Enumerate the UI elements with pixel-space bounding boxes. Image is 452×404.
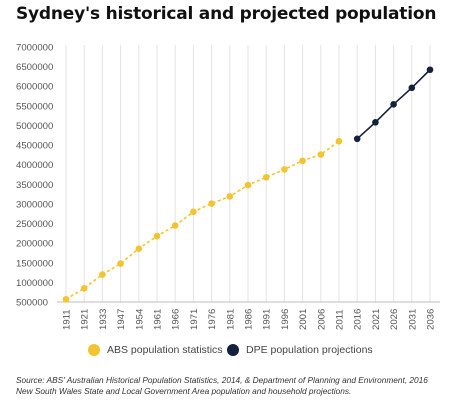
data-point-abs-1933 [99, 271, 106, 278]
data-point-dpe-2021 [372, 119, 379, 126]
x-tick-label-1961: 1961 [153, 309, 164, 330]
x-tick-label-1996: 1996 [280, 309, 291, 330]
y-tick-label-1000000: 1000000 [16, 278, 53, 289]
data-point-abs-1911 [62, 295, 70, 303]
legend-item-abs: ABS population statistics [88, 344, 223, 356]
data-point-abs-1996 [281, 166, 288, 173]
y-tick-label-2000000: 2000000 [16, 239, 53, 250]
x-tick-label-2036: 2036 [426, 309, 437, 330]
legend-label-abs: ABS population statistics [107, 344, 223, 356]
series-line-abs [65, 140, 340, 300]
x-tick-label-1976: 1976 [207, 309, 218, 330]
data-point-abs-1947 [117, 260, 124, 267]
data-point-abs-2006 [317, 151, 325, 158]
legend-label-dpe: DPE population projections [246, 344, 373, 356]
y-tick-label-7000000: 7000000 [16, 43, 53, 54]
x-tick-label-1971: 1971 [189, 309, 200, 330]
y-tick-label-6500000: 6500000 [16, 62, 53, 73]
x-tick-label-1954: 1954 [134, 308, 145, 330]
data-point-abs-1971 [190, 208, 197, 216]
legend-item-dpe: DPE population projections [227, 344, 373, 356]
data-point-abs-1921 [80, 284, 88, 292]
y-tick-label-1500000: 1500000 [16, 258, 53, 269]
grid-lines [65, 45, 431, 302]
y-tick-label-500000: 500000 [16, 298, 48, 309]
legend-swatch-dpe [227, 344, 239, 356]
y-tick-labels: 500000 1000000 1500000 2000000 2500000 300000… [16, 43, 53, 309]
x-tick-label-2006: 2006 [316, 309, 327, 330]
x-tick-label-1981: 1981 [225, 309, 236, 330]
data-point-dpe-2031 [408, 84, 416, 92]
source-note: Source: ABS' Australian Historical Popul… [16, 375, 444, 397]
x-tick-label-2031: 2031 [407, 309, 418, 330]
y-tick-label-4000000: 4000000 [16, 160, 53, 171]
data-point-abs-1986 [244, 181, 252, 189]
legend-swatch-abs [88, 344, 100, 356]
data-point-dpe-2026 [390, 100, 397, 108]
y-tick-label-2500000: 2500000 [16, 219, 53, 230]
y-tick-label-4500000: 4500000 [16, 141, 53, 152]
data-point-abs-1954 [135, 245, 143, 252]
y-tick-label-5000000: 5000000 [16, 121, 53, 132]
x-tick-label-2011: 2011 [335, 309, 346, 330]
data-point-abs-1961 [153, 232, 161, 240]
data-point-abs-1976 [208, 200, 215, 207]
data-point-dpe-2016 [353, 135, 361, 143]
data-point-dpe-2036 [426, 66, 434, 74]
x-tick-label-1986: 1986 [244, 309, 255, 330]
x-tick-label-2001: 2001 [298, 309, 309, 330]
x-tick-label-1911: 1911 [62, 309, 73, 330]
x-tick-label-1921: 1921 [80, 309, 91, 330]
chart-title: Sydney's historical and projected popula… [16, 4, 437, 24]
x-tick-label-2016: 2016 [353, 309, 364, 330]
legend: ABS population statistics DPE population… [0, 344, 452, 364]
line-chart: 500000 1000000 1500000 2000000 2500000 300000… [16, 43, 440, 330]
y-tick-label-3000000: 3000000 [16, 199, 53, 210]
x-tick-label-1947: 1947 [116, 309, 127, 330]
data-point-abs-2001 [299, 157, 306, 165]
source-line-2: New South Wales State and Local Governme… [16, 386, 352, 396]
x-tick-label-1991: 1991 [262, 309, 273, 330]
x-tick-label-1933: 1933 [98, 309, 109, 330]
x-tick-labels: 1911 1921 1933 1947 1954 1961 1966 1971 1976 1981… [62, 308, 437, 330]
data-point-abs-1981 [226, 193, 234, 200]
x-tick-label-2026: 2026 [389, 309, 400, 330]
data-point-abs-2011 [335, 137, 343, 145]
data-point-abs-1966 [171, 222, 179, 229]
source-line-1: Source: ABS' Australian Historical Popul… [16, 375, 428, 385]
y-tick-label-5500000: 5500000 [16, 101, 53, 112]
x-tick-label-2021: 2021 [371, 309, 382, 330]
x-tick-label-1966: 1966 [171, 309, 182, 330]
data-points [62, 66, 434, 303]
y-tick-label-3500000: 3500000 [16, 180, 53, 191]
y-tick-label-6000000: 6000000 [16, 82, 53, 93]
data-point-abs-1991 [262, 173, 270, 181]
